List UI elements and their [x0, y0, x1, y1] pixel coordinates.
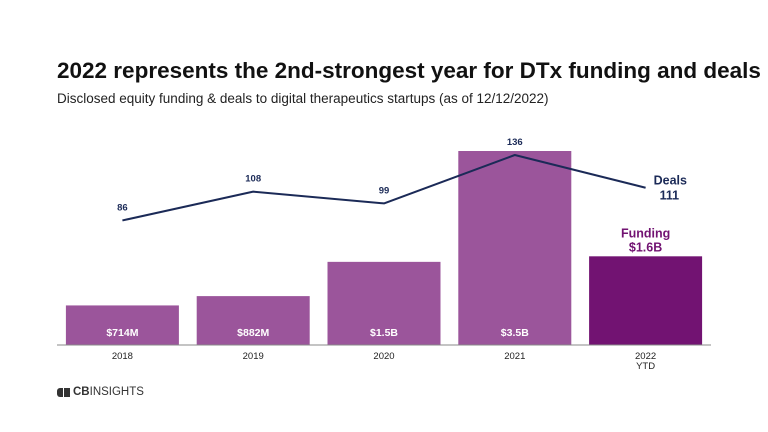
funding-bar-0: [65, 305, 179, 345]
deals-value-label-3: 136: [507, 137, 523, 148]
x-tick-label-4: 2022: [635, 351, 656, 362]
funding-value-label-0: $714M: [106, 327, 138, 339]
x-tick-label-2: 2020: [373, 351, 394, 362]
chart-subtitle: Disclosed equity funding & deals to digi…: [57, 91, 549, 106]
x-tick-label-4-1: YTD: [636, 361, 655, 372]
x-tick-label-3: 2021: [504, 351, 525, 362]
funding-bar-4: [589, 256, 703, 345]
brand-text: CBINSIGHTS: [73, 386, 144, 398]
funding-series-label: Funding: [621, 226, 670, 240]
brand-logo: CBINSIGHTS: [57, 386, 144, 398]
deals-value-label-2: 99: [379, 185, 390, 196]
funding-value-label-1: $882M: [237, 327, 269, 339]
x-tick-label-1: 2019: [243, 351, 264, 362]
funding-value-label-3: $3.5B: [501, 327, 529, 339]
chart-title: 2022 represents the 2nd-strongest year f…: [57, 58, 761, 83]
cb-insights-logo-icon: [57, 387, 70, 397]
funding-bar-3: [458, 151, 572, 345]
funding-value-label-4: $1.6B: [629, 240, 662, 254]
funding-value-label-2: $1.5B: [370, 327, 398, 339]
funding-bar-1: [196, 296, 310, 345]
deals-series-label: Deals: [654, 174, 687, 188]
funding-bar-2: [327, 261, 441, 345]
deals-line: [122, 154, 646, 222]
deals-value-label-1: 108: [245, 174, 261, 185]
x-tick-label-0: 2018: [112, 351, 133, 362]
deals-value-label-0: 86: [117, 202, 128, 213]
deals-value-label-4: 111: [660, 189, 680, 203]
